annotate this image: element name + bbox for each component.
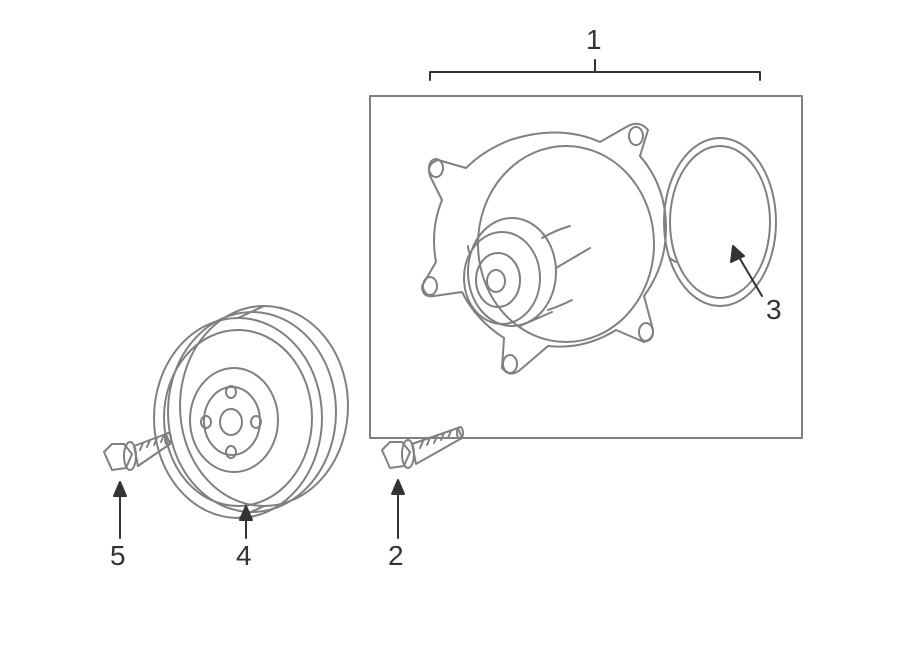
callout-label-1: 1 bbox=[586, 24, 602, 56]
callout-label-3: 3 bbox=[766, 294, 782, 326]
assembly-box bbox=[370, 96, 802, 438]
pulley-bolt bbox=[104, 433, 171, 470]
callout-label-4: 4 bbox=[236, 540, 252, 572]
mounting-bolt bbox=[382, 427, 463, 468]
water-pump-body bbox=[422, 124, 666, 374]
pulley bbox=[154, 306, 348, 518]
diagram-stage: 1 2 3 4 5 bbox=[0, 0, 900, 661]
callout-label-5: 5 bbox=[110, 540, 126, 572]
callout-label-2: 2 bbox=[388, 540, 404, 572]
o-ring-gasket bbox=[664, 138, 776, 306]
parts-diagram-svg bbox=[0, 0, 900, 661]
callout-leaders bbox=[114, 60, 762, 538]
